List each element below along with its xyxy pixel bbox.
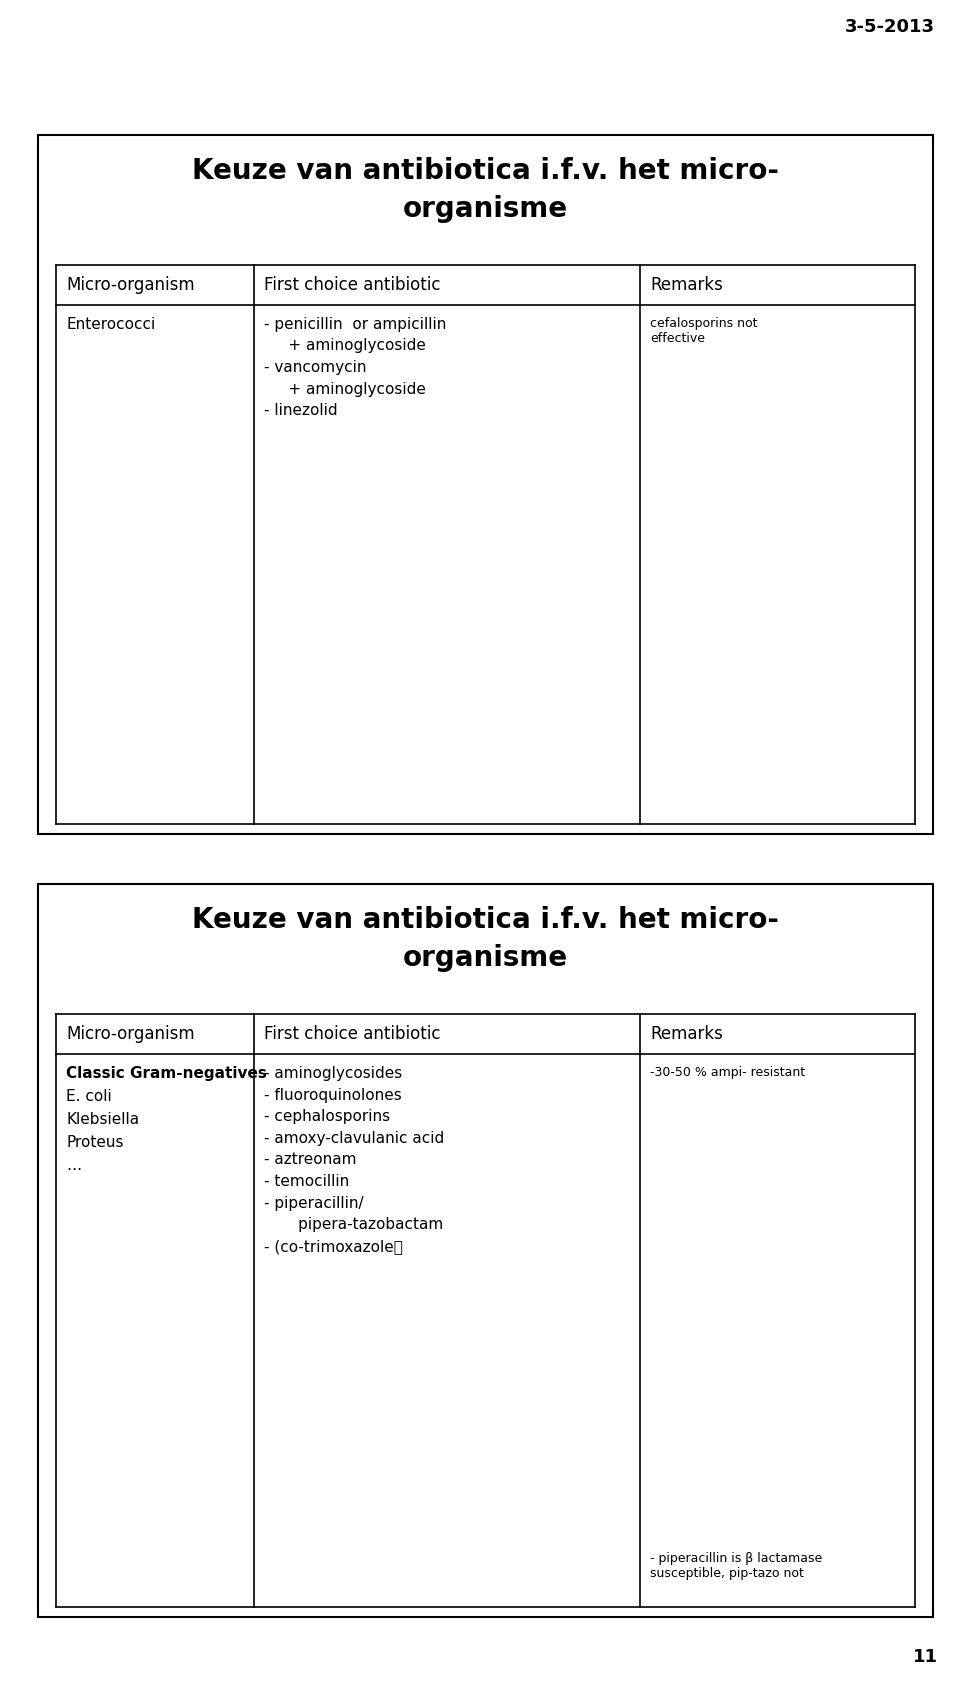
Text: organisme: organisme xyxy=(403,195,568,222)
Text: Keuze van antibiotica i.f.v. het micro-: Keuze van antibiotica i.f.v. het micro- xyxy=(192,906,779,935)
Text: 11: 11 xyxy=(913,1649,938,1665)
Text: Proteus: Proteus xyxy=(66,1135,124,1150)
Text: - penicillin  or ampicillin
     + aminoglycoside
- vancomycin
     + aminoglyco: - penicillin or ampicillin + aminoglycos… xyxy=(264,317,446,418)
Text: Enterococci: Enterococci xyxy=(66,317,156,332)
Text: -30-50 % ampi- resistant: -30-50 % ampi- resistant xyxy=(650,1066,805,1079)
Text: E. coli: E. coli xyxy=(66,1090,111,1105)
Text: cefalosporins not
effective: cefalosporins not effective xyxy=(650,317,757,345)
Text: First choice antibiotic: First choice antibiotic xyxy=(264,276,440,293)
Bar xyxy=(38,135,933,834)
Text: organisme: organisme xyxy=(403,945,568,972)
Text: Classic Gram-negatives: Classic Gram-negatives xyxy=(66,1066,267,1081)
Bar xyxy=(38,884,933,1617)
Text: - aminoglycosides
- fluoroquinolones
- cephalosporins
- amoxy-clavulanic acid
- : - aminoglycosides - fluoroquinolones - c… xyxy=(264,1066,444,1255)
Text: First choice antibiotic: First choice antibiotic xyxy=(264,1026,440,1042)
Text: Micro-organism: Micro-organism xyxy=(66,1026,195,1042)
Text: 3-5-2013: 3-5-2013 xyxy=(845,19,935,35)
Text: Remarks: Remarks xyxy=(650,276,723,293)
Text: Klebsiella: Klebsiella xyxy=(66,1111,139,1127)
Text: Keuze van antibiotica i.f.v. het micro-: Keuze van antibiotica i.f.v. het micro- xyxy=(192,157,779,185)
Text: …: … xyxy=(66,1159,82,1174)
Text: - piperacillin is β lactamase
susceptible, pip-tazo not: - piperacillin is β lactamase susceptibl… xyxy=(650,1551,823,1580)
Text: Remarks: Remarks xyxy=(650,1026,723,1042)
Text: Micro-organism: Micro-organism xyxy=(66,276,195,293)
